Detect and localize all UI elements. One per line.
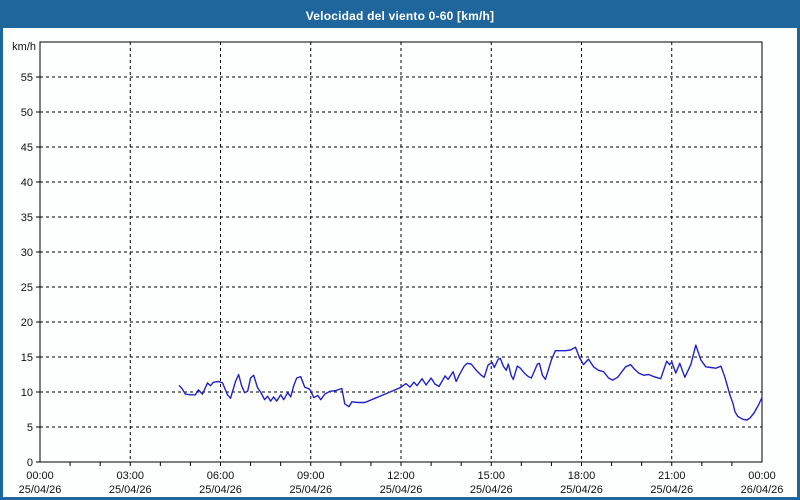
y-tick-label: 45	[21, 142, 33, 154]
x-date-label: 25/04/26	[470, 484, 513, 496]
y-axis-unit-label: km/h	[12, 41, 36, 53]
y-tick-label: 40	[21, 177, 33, 189]
x-date-label: 25/04/26	[650, 484, 693, 496]
x-date-label: 25/04/26	[289, 484, 332, 496]
y-tick-label: 30	[21, 247, 33, 259]
x-time-label: 12:00	[387, 470, 415, 482]
x-time-label: 06:00	[207, 470, 235, 482]
x-time-label: 00:00	[26, 470, 54, 482]
x-date-label: 25/04/26	[380, 484, 423, 496]
x-time-label: 15:00	[477, 470, 505, 482]
y-tick-label: 0	[27, 457, 33, 469]
x-time-label: 03:00	[116, 470, 144, 482]
x-time-label: 21:00	[658, 470, 686, 482]
y-tick-label: 25	[21, 282, 33, 294]
x-date-label: 25/04/26	[109, 484, 152, 496]
chart-area: 0 5 10 15 20 25 30 35 40 45 50 55 km/h 00:00 25/04/26 0…	[3, 28, 797, 497]
x-date-label: 26/04/26	[741, 484, 784, 496]
x-time-label: 18:00	[568, 470, 596, 482]
y-tick-label: 10	[21, 387, 33, 399]
y-tick-label: 20	[21, 317, 33, 329]
x-time-label: 09:00	[297, 470, 325, 482]
y-tick-label: 50	[21, 107, 33, 119]
y-tick-label: 35	[21, 212, 33, 224]
x-time-label: 00:00	[748, 470, 776, 482]
y-tick-label: 5	[27, 422, 33, 434]
chart-title-bar: Velocidad del viento 0-60 [km/h]	[3, 3, 797, 28]
x-date-label: 25/04/26	[19, 484, 62, 496]
x-date-label: 25/04/26	[560, 484, 603, 496]
wind-speed-line	[178, 344, 763, 421]
y-tick-label: 15	[21, 352, 33, 364]
x-date-label: 25/04/26	[199, 484, 242, 496]
wind-speed-chart: 0 5 10 15 20 25 30 35 40 45 50 55 km/h 00:00 25/04/26 0…	[12, 41, 784, 496]
chart-title: Velocidad del viento 0-60 [km/h]	[305, 8, 495, 23]
y-tick-label: 55	[21, 72, 33, 84]
